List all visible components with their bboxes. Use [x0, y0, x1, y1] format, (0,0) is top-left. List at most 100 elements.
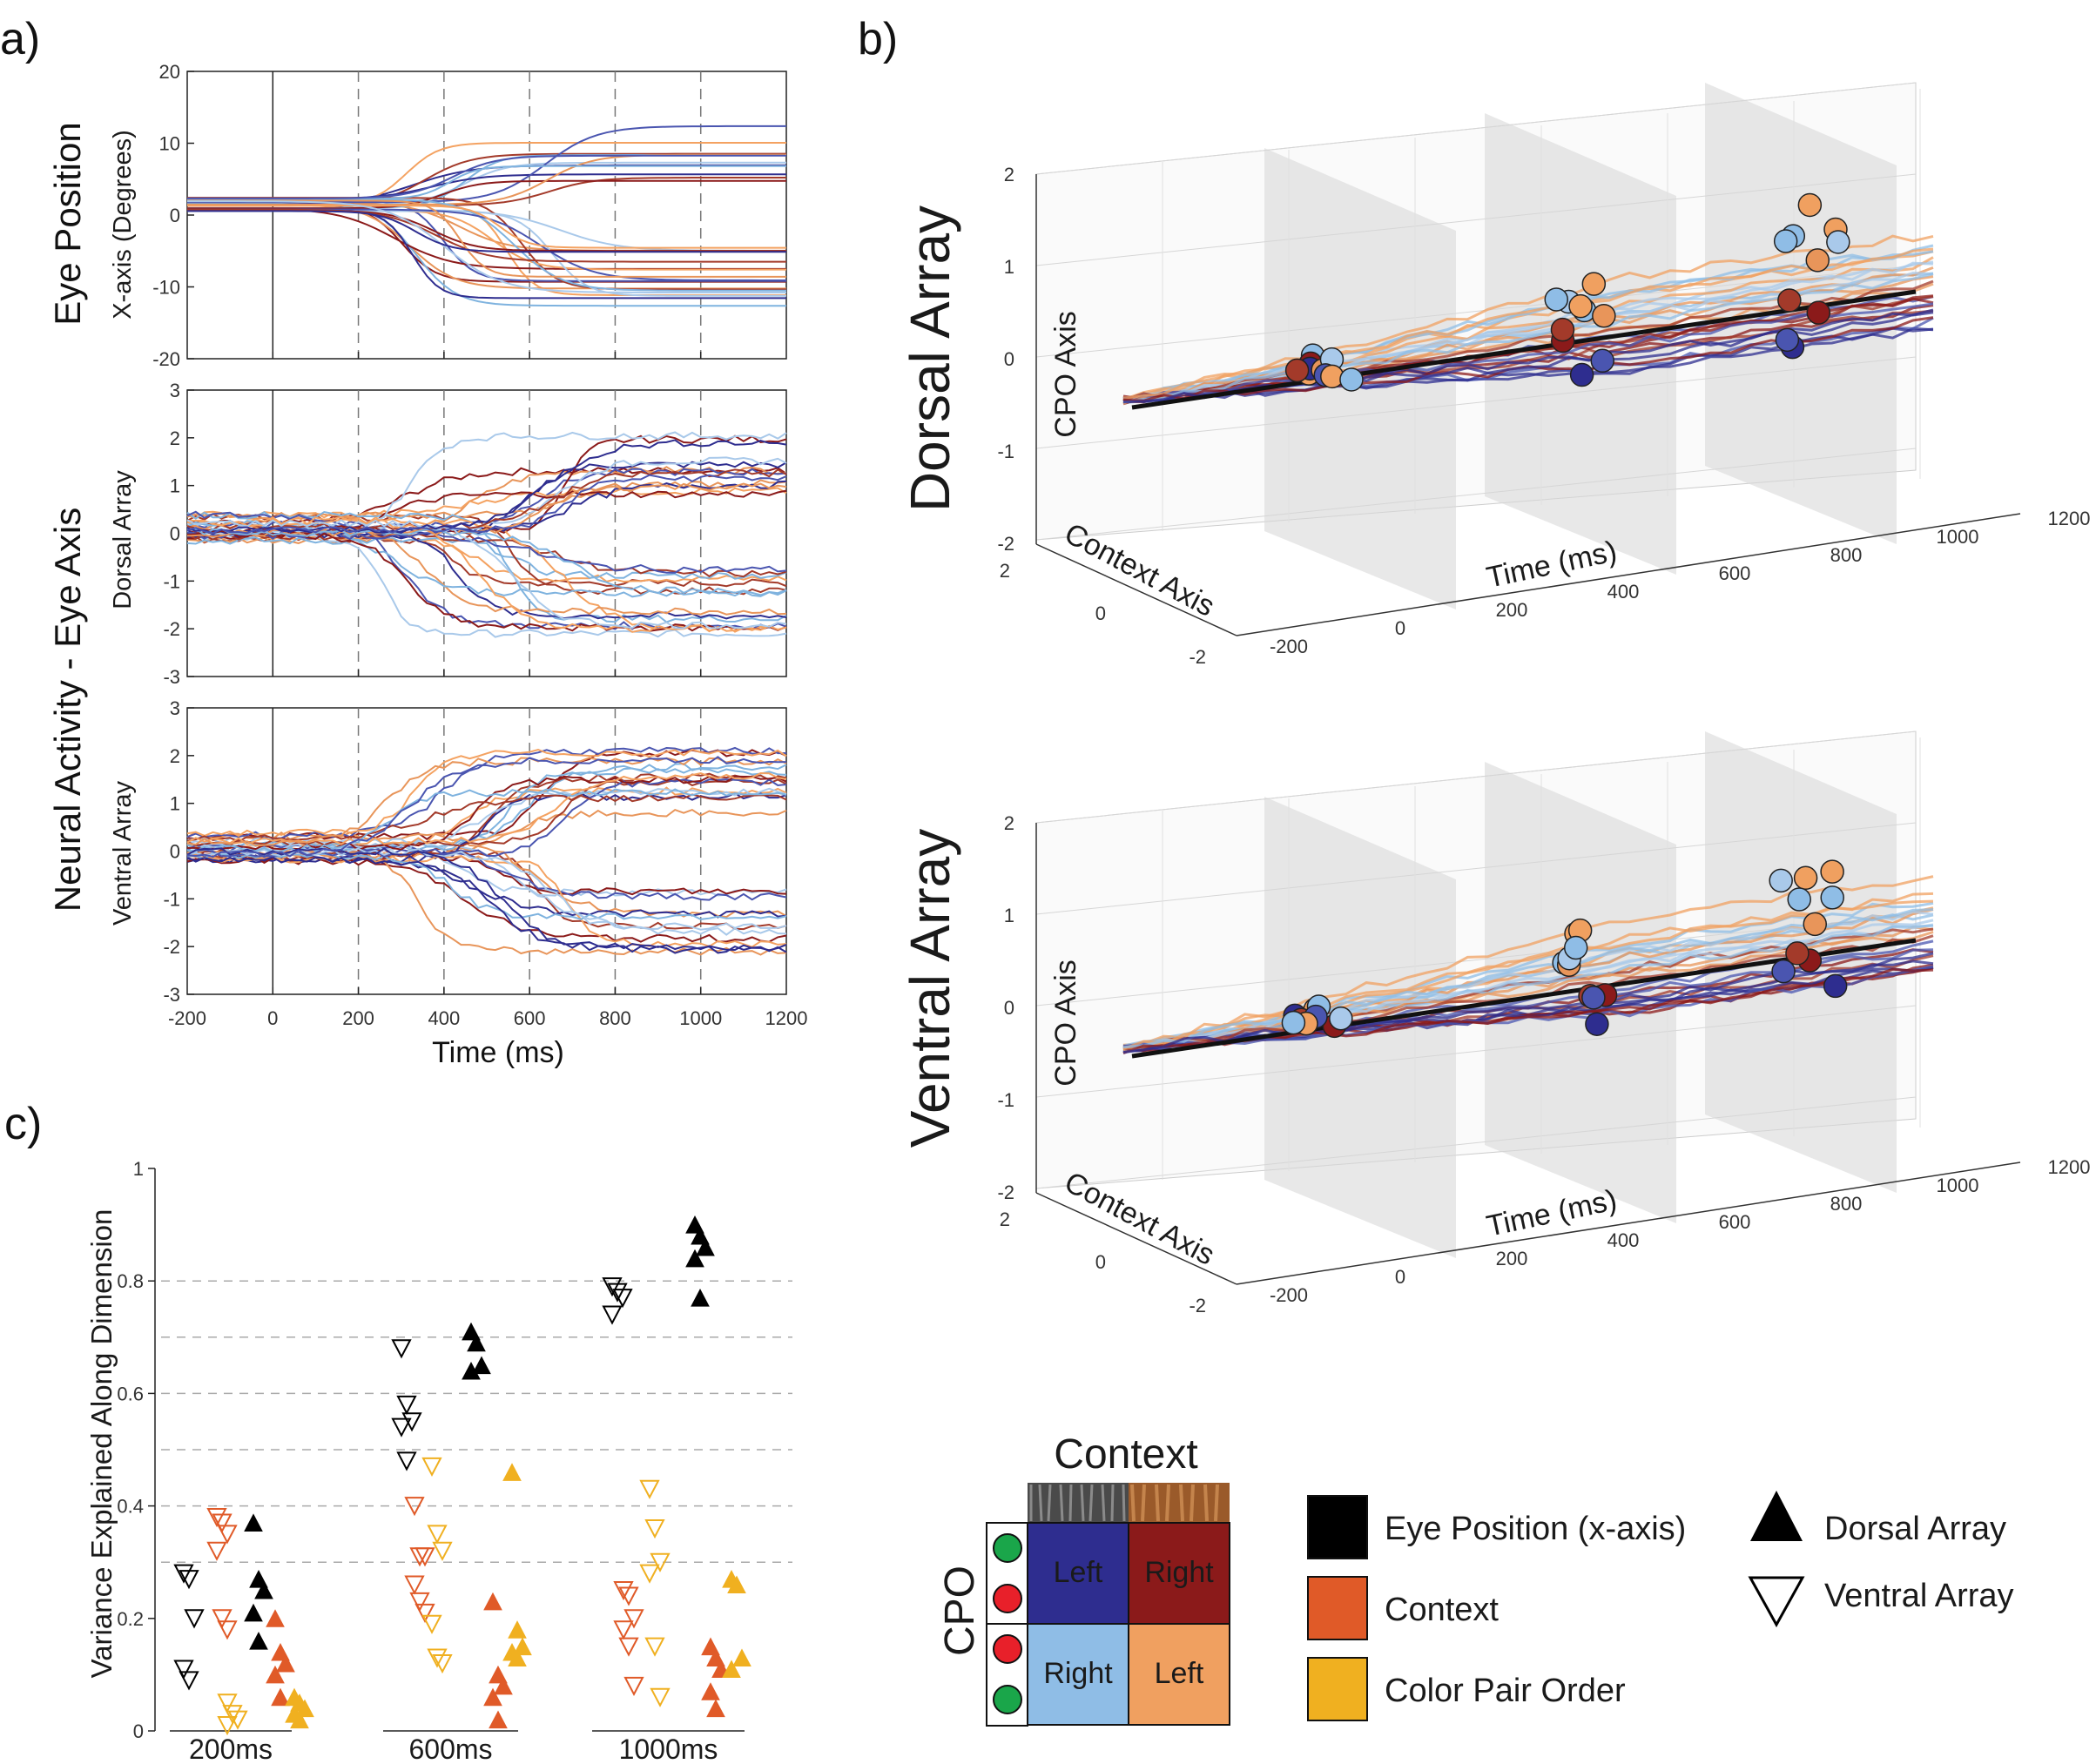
y-tick-label: 0 [170, 841, 180, 863]
marker-ventral [173, 1660, 194, 1680]
event-marker [1823, 973, 1848, 999]
marker-ventral [427, 1525, 448, 1545]
grid-line [1035, 173, 1917, 266]
y-tick-label: -3 [163, 984, 180, 1006]
trace-line [186, 787, 787, 852]
x-tick-label: 0 [267, 1007, 278, 1029]
event-marker [1590, 348, 1614, 374]
legend-entries: Eye Position (x-axis) Context Color Pair O… [1307, 1491, 2014, 1721]
trace-line [187, 179, 786, 210]
marker-ventral [391, 1417, 412, 1437]
marker-ventral [179, 1671, 199, 1691]
trajectory-line [1122, 247, 1934, 400]
group-label: 1000ms [619, 1734, 718, 1764]
trace-line [186, 480, 787, 536]
y-tick-label: 3 [170, 380, 180, 401]
marker-dorsal [244, 1603, 263, 1622]
z-tick-label: 2 [1004, 812, 1014, 834]
marker-ventral [432, 1541, 453, 1561]
marker-ventral [613, 1620, 634, 1640]
z-tick-label: 1 [1004, 256, 1014, 278]
marker-dorsal [266, 1665, 285, 1684]
trace-line [186, 854, 787, 919]
marker-ventral [404, 1575, 425, 1595]
y-tick-label: -2 [163, 618, 180, 640]
x-tick-label: 200 [1496, 1248, 1528, 1269]
event-marker [1339, 367, 1364, 392]
panel-c-ylabel: Variance Explained Along Dimension [85, 1209, 118, 1679]
x-tick-label: -200 [1270, 636, 1308, 657]
x-tick-label: -200 [1270, 1284, 1308, 1306]
marker-dorsal [290, 1710, 309, 1729]
trace-line [187, 524, 787, 616]
legend-cell [1027, 1522, 1129, 1625]
cpo-dot-red-top [993, 1584, 1022, 1613]
legend-entry-label: Eye Position (x-axis) [1385, 1511, 1686, 1547]
marker-ventral [222, 1705, 243, 1725]
marker-dorsal [271, 1687, 290, 1707]
marker-ventral [414, 1603, 435, 1623]
marker-ventral [212, 1609, 233, 1629]
grid-line [1035, 82, 1917, 175]
event-marker [1775, 327, 1800, 353]
context-texture-right [1129, 1483, 1230, 1523]
marker-ventral [650, 1552, 671, 1572]
y-axis-label: Context Axis [1059, 517, 1220, 623]
trace-line [186, 531, 787, 583]
event-marker [1820, 859, 1844, 884]
marker-dorsal [508, 1648, 527, 1667]
panel-b-title-1: Ventral Array [899, 829, 961, 1148]
x-tick-label: 800 [599, 1007, 631, 1029]
x-tick-label: 800 [1830, 1193, 1863, 1215]
trace-line [186, 519, 787, 630]
marker-ventral [432, 1653, 453, 1674]
panel-b: Dorsal Array Ventral Array 2 1 0 -1 -2 2 0 -2 -2… [899, 82, 2090, 1316]
x-tick-label: 200 [1496, 599, 1528, 621]
legend-marker-label: Ventral Array [1824, 1578, 2014, 1614]
event-marker [1787, 887, 1811, 912]
event-marker [1820, 885, 1844, 910]
group-label-neural: Neural Activity - Eye Axis [47, 508, 88, 912]
trace-line [186, 439, 787, 535]
legend-cpo-label: CPO [937, 1565, 983, 1656]
event-marker [1329, 1007, 1353, 1031]
y-tick-label: 0 [1095, 603, 1106, 624]
y-tick-label: 10 [159, 133, 180, 155]
x-tick-label: 600 [514, 1007, 546, 1029]
y-tick-label: -3 [163, 666, 180, 688]
trace-line [187, 200, 786, 293]
marker-ventral [639, 1479, 660, 1499]
z-tick-label: 0 [1004, 997, 1014, 1019]
x-tick-label: 1000 [1937, 526, 1979, 548]
trace-line [186, 756, 787, 858]
trace-line [186, 510, 787, 623]
event-marker [1805, 248, 1830, 273]
legend: Context CPO Left Right Right Left Eye Posit… [937, 1431, 2014, 1727]
trace-line [187, 208, 786, 252]
marker-ventral [421, 1457, 442, 1478]
marker-ventral [602, 1277, 623, 1297]
marker-ventral [414, 1547, 435, 1567]
cpo-dot-green-top [993, 1533, 1022, 1563]
y-tick-label: 20 [159, 61, 180, 83]
legend-marker-label: Dorsal Array [1824, 1511, 2006, 1547]
marker-dorsal [249, 1632, 268, 1650]
event-marker [1773, 229, 1798, 253]
event-marker [1581, 986, 1606, 1010]
marker-ventral [602, 1305, 623, 1325]
x-axis-label: Time (ms) [1484, 1183, 1620, 1243]
x-axis-label: Time (ms) [1484, 535, 1620, 595]
legend-swatch [1307, 1495, 1368, 1559]
subplot-ylabel-1: Dorsal Array [109, 470, 137, 609]
legend-swatch [1307, 1576, 1368, 1640]
x-tick-label: 0 [1395, 1266, 1405, 1288]
trace-line [187, 209, 786, 252]
subplot-ylabel-2: Ventral Array [109, 780, 137, 926]
legend-cell-label: Left [1054, 1556, 1103, 1589]
axis-line [1035, 1192, 1237, 1285]
trace-line [186, 536, 787, 580]
panel-a-subplot-dorsal: 3 2 1 0 -1 -2 -3 [163, 380, 787, 688]
event-marker [1826, 230, 1850, 254]
marker-dorsal [254, 1580, 273, 1599]
marker-ventral [206, 1541, 227, 1561]
